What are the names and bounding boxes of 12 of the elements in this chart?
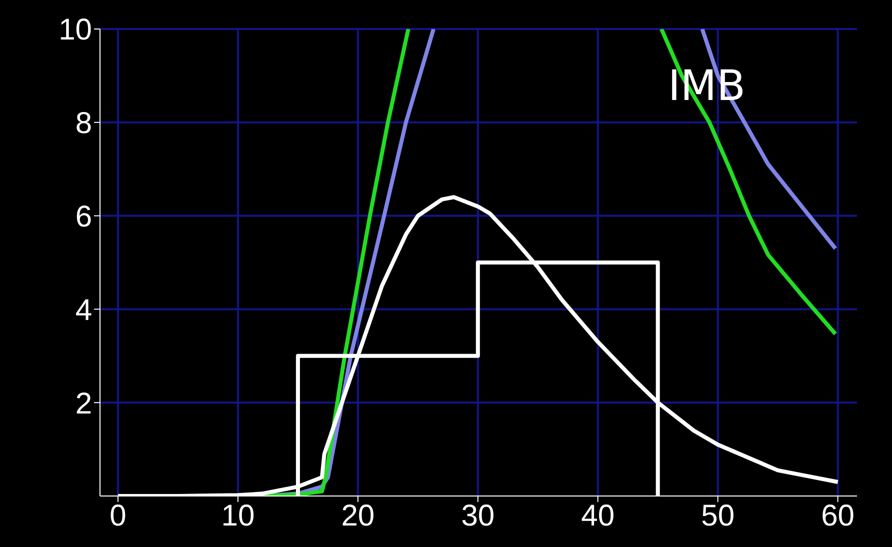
x-tick-label: 30 bbox=[461, 499, 495, 532]
x-tick-label: 20 bbox=[341, 499, 375, 532]
y-tick-label: 4 bbox=[75, 294, 92, 327]
x-tick-label: 40 bbox=[581, 499, 615, 532]
x-tick-label: 60 bbox=[821, 499, 854, 532]
y-tick-label: 6 bbox=[75, 200, 92, 234]
x-tick-label: 0 bbox=[110, 499, 126, 532]
x-tick-label: 50 bbox=[701, 499, 735, 532]
y-tick-label: 10 bbox=[58, 14, 92, 47]
x-tick-label: 10 bbox=[221, 499, 255, 532]
y-tick-label: 8 bbox=[75, 107, 92, 140]
y-tick-label: 2 bbox=[75, 387, 92, 420]
